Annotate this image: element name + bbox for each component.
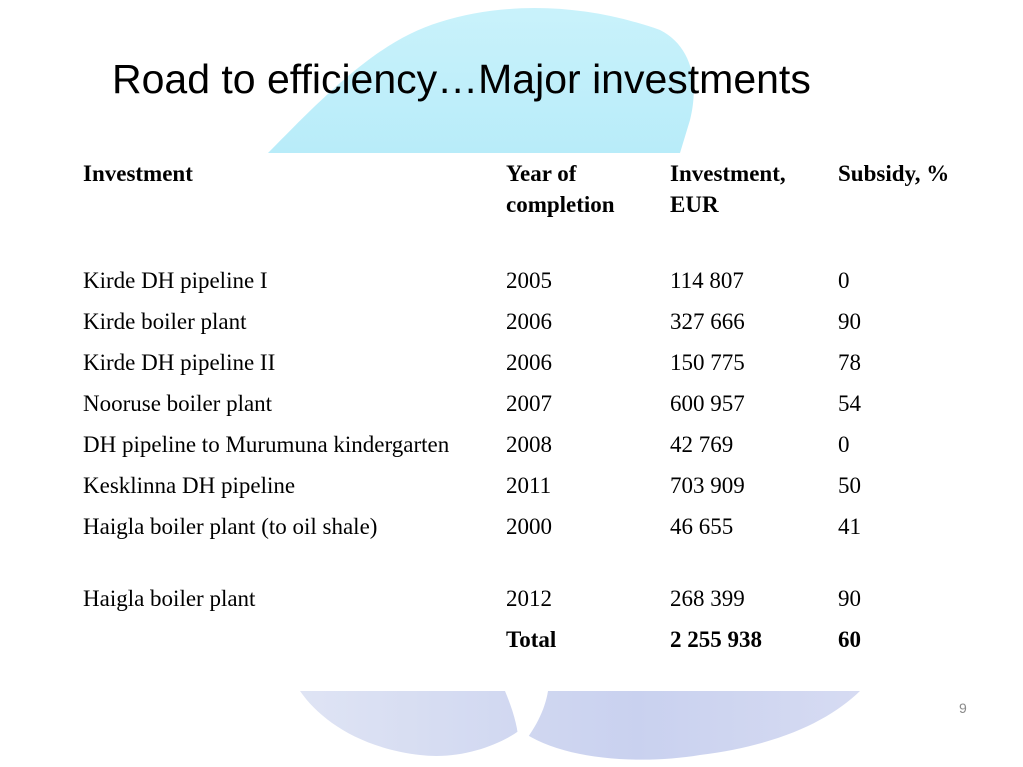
cell-eur: 703 909 (670, 473, 745, 498)
cell-eur: 600 957 (670, 391, 745, 416)
cell-eur: 46 655 (670, 514, 734, 539)
page-number: 9 (959, 700, 967, 716)
table-row: Kirde DH pipeline I 2005 114 807 0 (83, 265, 968, 306)
teal-drop-shape (268, 8, 694, 154)
table-row: Nooruse boiler plant 2007 600 957 54 (83, 388, 968, 429)
header-year: Year of completion (506, 161, 615, 217)
total-eur: 2 255 938 (670, 627, 762, 652)
cell-empty (83, 624, 506, 655)
cell-investment: Nooruse boiler plant (83, 391, 273, 416)
table-row: Haigla boiler plant 2012 268 399 90 (83, 583, 968, 624)
cell-year: 2006 (506, 309, 552, 334)
table-row: Kirde boiler plant 2006 327 666 90 (83, 306, 968, 347)
cell-investment: Kirde DH pipeline II (83, 350, 276, 375)
cell-eur: 327 666 (670, 309, 745, 334)
cell-investment: Kirde DH pipeline I (83, 268, 268, 293)
lavender-notch (505, 691, 548, 750)
cell-year: 2007 (506, 391, 552, 416)
total-subsidy: 60 (838, 627, 861, 652)
table-row: Haigla boiler plant (to oil shale) 2000 … (83, 511, 968, 583)
cell-subsidy: 78 (838, 350, 861, 375)
cell-investment: Haigla boiler plant (to oil shale) (83, 514, 378, 539)
cell-year: 2000 (506, 514, 552, 539)
cell-subsidy: 50 (838, 473, 861, 498)
header-investment: Investment (83, 161, 193, 186)
cell-eur: 268 399 (670, 586, 745, 611)
cell-year: 2006 (506, 350, 552, 375)
cell-year: 2011 (506, 473, 552, 498)
cell-investment: Haigla boiler plant (83, 586, 256, 611)
slide-title: Road to efficiency…Major investments (112, 56, 811, 102)
cell-subsidy: 90 (838, 309, 861, 334)
table-row: Kirde DH pipeline II 2006 150 775 78 (83, 347, 968, 388)
cell-year: 2008 (506, 432, 552, 457)
cell-investment: Kesklinna DH pipeline (83, 473, 296, 498)
table-background (72, 153, 962, 691)
table-header-row: Investment Year of completion Investment… (83, 158, 968, 265)
total-label: Total (506, 627, 557, 652)
header-investment-eur: Investment, EUR (670, 161, 786, 217)
cell-year: 2005 (506, 268, 552, 293)
cell-investment: DH pipeline to Murumuna kindergarten (83, 432, 450, 457)
header-subsidy: Subsidy, % (838, 161, 950, 186)
cell-subsidy: 90 (838, 586, 861, 611)
lavender-drop-shape (300, 691, 860, 760)
investments-table: Investment Year of completion Investment… (83, 158, 968, 655)
cell-eur: 150 775 (670, 350, 745, 375)
table-total-row: Total 2 255 938 60 (83, 624, 968, 655)
cell-year: 2012 (506, 586, 552, 611)
cell-subsidy: 41 (838, 514, 861, 539)
cell-subsidy: 0 (838, 268, 850, 293)
cell-eur: 42 769 (670, 432, 734, 457)
table-row: DH pipeline to Murumuna kindergarten 200… (83, 429, 968, 470)
cell-subsidy: 0 (838, 432, 850, 457)
cell-investment: Kirde boiler plant (83, 309, 247, 334)
cell-subsidy: 54 (838, 391, 861, 416)
table-row: Kesklinna DH pipeline 2011 703 909 50 (83, 470, 968, 511)
cell-eur: 114 807 (670, 268, 744, 293)
